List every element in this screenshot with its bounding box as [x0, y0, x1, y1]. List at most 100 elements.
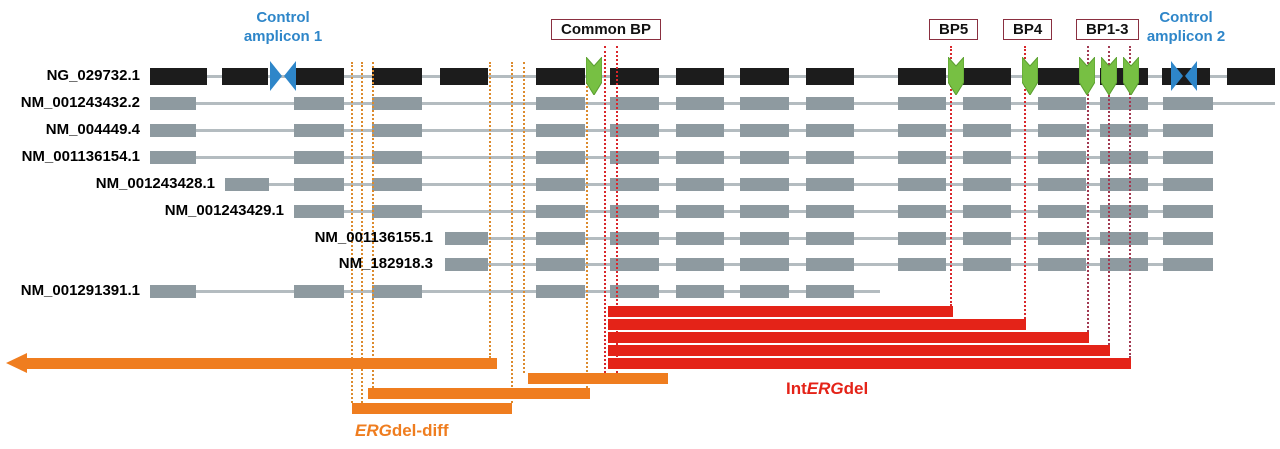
ergdel-diff-bar [368, 388, 590, 399]
exon [1038, 96, 1086, 110]
exon [963, 257, 1011, 271]
dotted-line-red_dot [604, 46, 606, 373]
exon [150, 284, 196, 298]
exon [963, 96, 1011, 110]
exon [445, 231, 488, 245]
exon [676, 204, 724, 218]
track-label-NM_001243429.1: NM_001243429.1 [164, 202, 284, 219]
exon [806, 284, 854, 298]
exon [740, 177, 789, 191]
control-amplicon-2-label-line2: amplicon 2 [1146, 28, 1226, 45]
exon [372, 284, 422, 298]
exon [676, 123, 724, 137]
exon [740, 204, 789, 218]
exon [676, 284, 724, 298]
exon [1100, 231, 1148, 245]
exon-genomic [806, 67, 854, 85]
exon [740, 231, 789, 245]
intergdel-label-suffix: del [843, 379, 869, 398]
intergdel-deletion-bar [608, 345, 1110, 356]
exon [963, 177, 1011, 191]
breakpoint-arrow-icon-bp4 [1021, 55, 1039, 96]
exon [610, 96, 659, 110]
track-label-NM_001136155.1: NM_001136155.1 [314, 229, 433, 246]
exon [1100, 150, 1148, 164]
exon [963, 150, 1011, 164]
exon-genomic [740, 67, 789, 85]
track-label-NM_001136154.1: NM_001136154.1 [21, 148, 140, 165]
intergdel-label-prefix: Int [786, 379, 807, 398]
dotted-line-orange_dot [372, 62, 374, 388]
exon [898, 150, 946, 164]
exon [1163, 123, 1213, 137]
exon [806, 96, 854, 110]
exon [806, 150, 854, 164]
dotted-line-orange_dot [586, 62, 588, 388]
exon [1100, 257, 1148, 271]
exon [610, 231, 659, 245]
exon [1038, 204, 1086, 218]
exon [610, 177, 659, 191]
exon [536, 284, 585, 298]
control-amplicon-2-label-line1: Control [1159, 9, 1213, 26]
dotted-line-maroon_dot [1108, 46, 1110, 345]
exon [536, 257, 585, 271]
exon [610, 204, 659, 218]
exon [1038, 177, 1086, 191]
exon [294, 150, 344, 164]
exon [1163, 177, 1213, 191]
ergdel-diff-label: ERGdel-diff [355, 421, 449, 441]
dotted-line-red_dot [1024, 46, 1026, 319]
dotted-line-red_dot [950, 46, 952, 306]
exon-genomic [294, 67, 344, 85]
track-label-NM_001291391.1: NM_001291391.1 [20, 282, 140, 299]
exon [806, 231, 854, 245]
breakpoint-arrow-icon-bp3 [1122, 55, 1140, 96]
ergdel-diff-bar [528, 373, 668, 384]
exon [1163, 231, 1213, 245]
exon [963, 204, 1011, 218]
breakpoint-arrow-glyph [1122, 55, 1140, 96]
ergdel-diff-label-suffix: del-diff [391, 421, 449, 440]
amplicon-triangle-left-icon [1185, 61, 1197, 91]
exon-genomic [898, 67, 946, 85]
dotted-line-orange_dot [511, 62, 513, 403]
bp5-label-box: BP5 [929, 19, 979, 40]
control-amplicon-1-label-line2: amplicon 1 [243, 28, 323, 45]
exon [963, 231, 1011, 245]
exon [806, 257, 854, 271]
breakpoint-arrow-icon-bp1 [1078, 55, 1096, 96]
exon [740, 284, 789, 298]
exon [150, 123, 196, 137]
track-label-NM_001243428.1: NM_001243428.1 [95, 175, 215, 192]
exon [372, 177, 422, 191]
exon [1100, 123, 1148, 137]
exon [1100, 204, 1148, 218]
exon [676, 150, 724, 164]
exon [1163, 204, 1213, 218]
exon [1100, 96, 1148, 110]
exon-genomic [372, 67, 422, 85]
amplicon-triangle-right-icon [1171, 61, 1183, 91]
ergdel-diff-arrowhead-left-icon [6, 353, 27, 373]
exon [536, 123, 585, 137]
exon [372, 123, 422, 137]
exon-genomic [610, 67, 659, 85]
exon [610, 284, 659, 298]
exon [1100, 177, 1148, 191]
exon [294, 284, 344, 298]
exon [740, 257, 789, 271]
exon-genomic [150, 67, 207, 85]
exon-genomic [963, 67, 1011, 85]
dotted-line-orange_dot [523, 62, 525, 373]
exon [898, 231, 946, 245]
exon [372, 150, 422, 164]
exon [898, 257, 946, 271]
ergdel-diff-bar [352, 403, 512, 414]
exon [676, 96, 724, 110]
amplicon-marker-control-amplicon-1 [270, 61, 296, 91]
breakpoint-arrow-glyph [585, 55, 603, 96]
intergdel-label: IntERGdel [786, 379, 868, 399]
exon-genomic [222, 67, 268, 85]
track-label-NM_004449.4: NM_004449.4 [45, 121, 140, 138]
